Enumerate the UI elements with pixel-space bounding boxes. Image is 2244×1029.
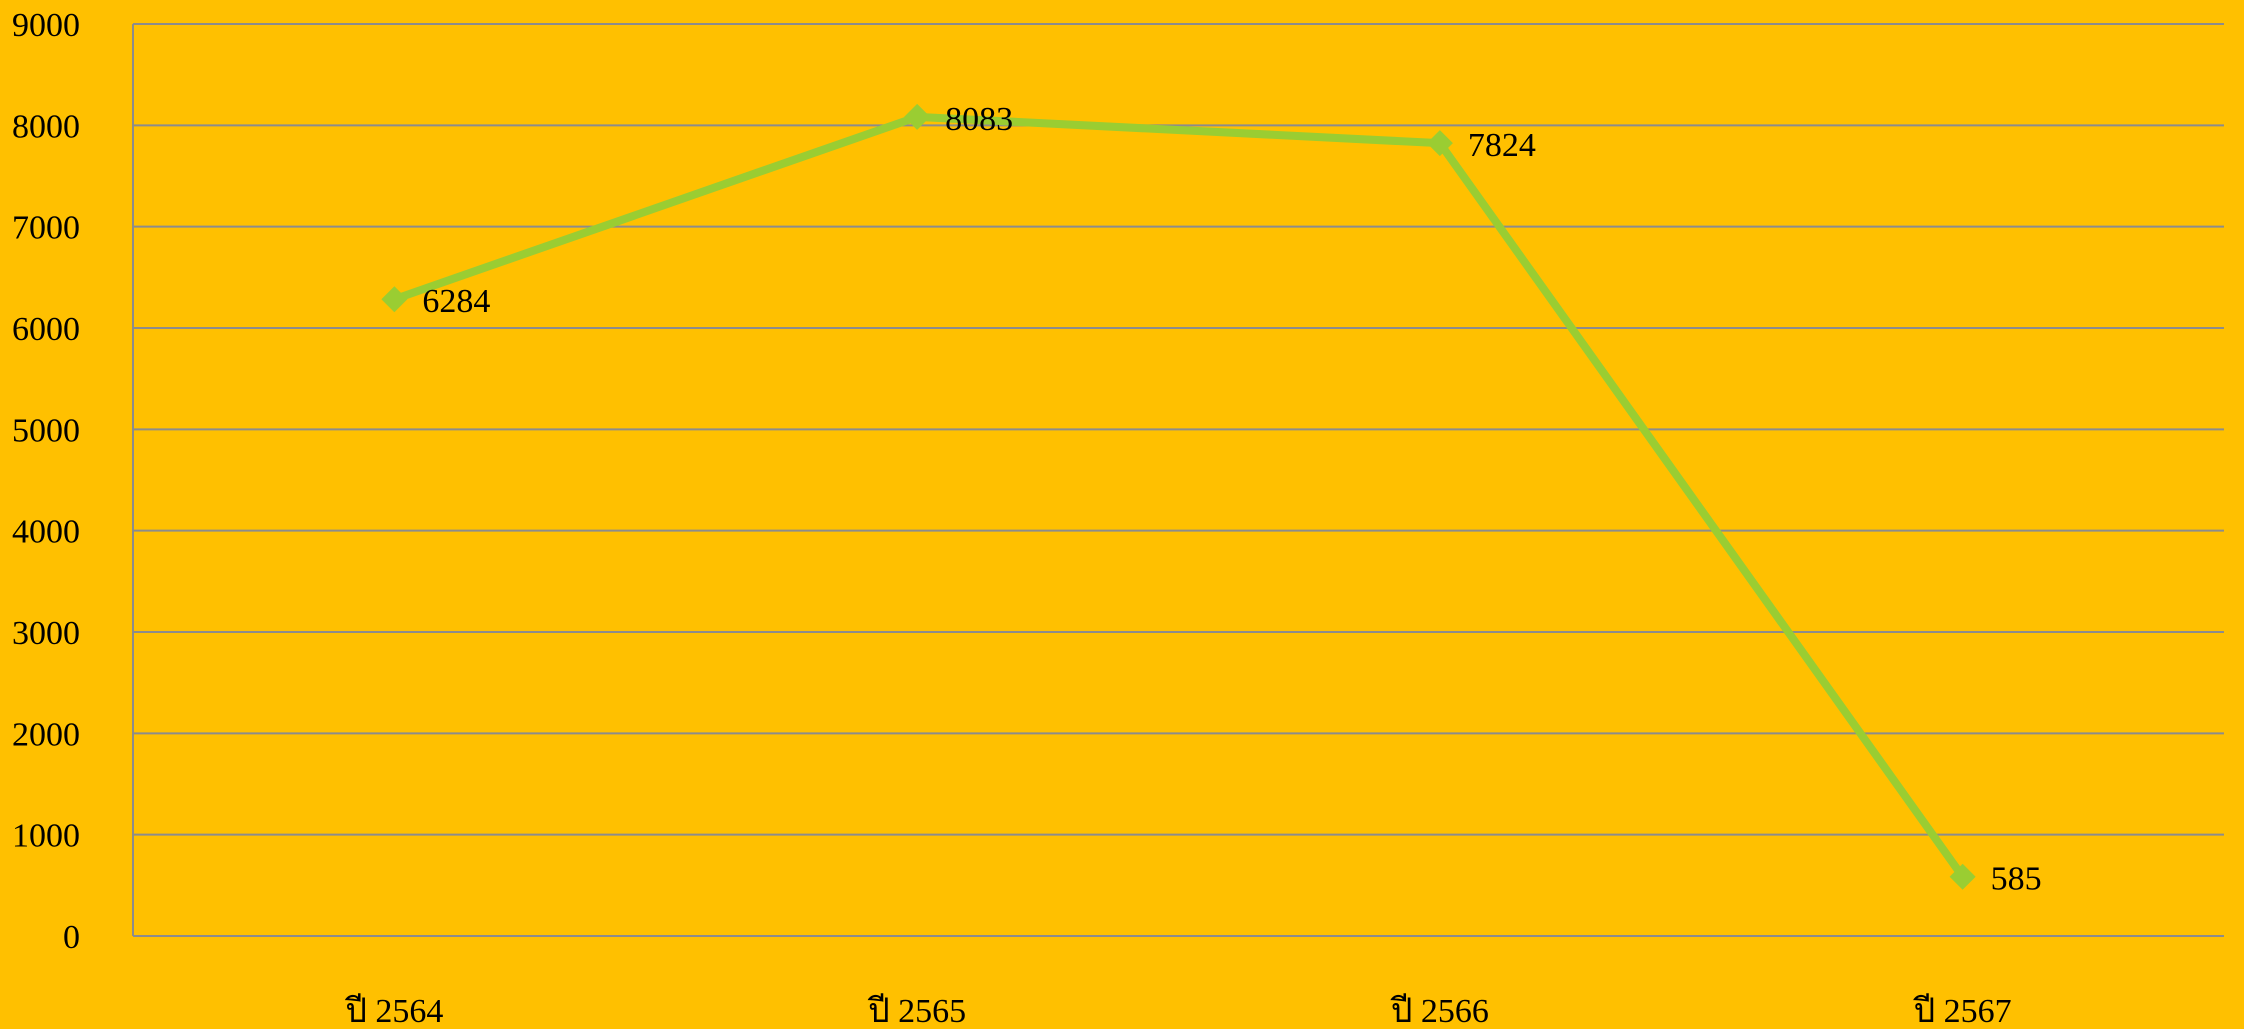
y-tick-label: 1000	[12, 818, 80, 855]
y-tick-label: 4000	[12, 514, 80, 551]
data-label: 7824	[1468, 127, 1536, 164]
y-tick-label: 8000	[12, 108, 80, 145]
x-tick-label: ปี 2566	[1390, 993, 1489, 1029]
data-point-marker	[1426, 130, 1453, 157]
x-tick-labels: ปี 2564 ปี 2565 ปี 2566 ปี 2567	[345, 993, 2012, 1029]
series-layer	[390, 112, 1967, 881]
data-point-marker	[381, 286, 408, 313]
y-tick-labels: 0 1000 2000 3000 4000 5000 6000 7000 8000 9000	[12, 7, 80, 956]
series-line	[390, 112, 1967, 881]
data-label: 6284	[422, 283, 490, 320]
x-tick-label: ปี 2565	[867, 993, 966, 1029]
marker-layer	[381, 103, 1976, 890]
y-tick-label: 0	[63, 919, 80, 956]
y-tick-label: 2000	[12, 716, 80, 753]
grid-layer	[133, 23, 2224, 836]
y-tick-label: 7000	[12, 210, 80, 247]
data-label: 8083	[945, 101, 1013, 138]
y-tick-label: 6000	[12, 311, 80, 348]
y-tick-label: 5000	[12, 412, 80, 449]
y-tick-label: 9000	[12, 7, 80, 44]
x-tick-label: ปี 2564	[345, 993, 444, 1029]
data-label: 585	[1991, 861, 2042, 898]
data-labels: 6284 8083 7824 585	[422, 101, 2041, 898]
y-tick-label: 3000	[12, 615, 80, 652]
axis-layer	[132, 24, 2224, 937]
data-point-marker	[904, 103, 931, 130]
x-tick-label: ปี 2567	[1913, 993, 2012, 1029]
data-point-marker	[1949, 863, 1976, 890]
